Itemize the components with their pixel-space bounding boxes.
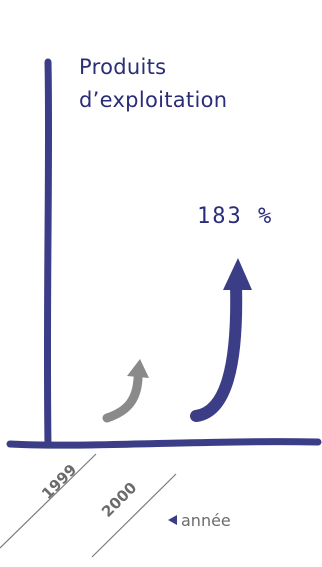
x-tick-separators bbox=[0, 453, 177, 558]
x-tick-label-2000: 2000 bbox=[98, 479, 140, 521]
data-arrow-1999-head bbox=[127, 359, 149, 378]
data-arrow-2000-head bbox=[223, 258, 252, 290]
data-arrow-1999-shaft bbox=[102, 373, 143, 423]
x-tick-separator-1 bbox=[0, 453, 97, 549]
y-axis bbox=[43, 58, 53, 449]
x-axis bbox=[6, 438, 322, 449]
data-arrow-2000 bbox=[190, 258, 252, 422]
data-arrow-1999 bbox=[102, 359, 149, 423]
x-axis-unit-text: année bbox=[181, 511, 231, 530]
y-axis-line bbox=[43, 58, 53, 449]
x-axis-line bbox=[6, 438, 322, 449]
x-tick-separator-2 bbox=[91, 473, 177, 558]
x-axis-unit-label: année bbox=[168, 511, 231, 530]
growth-percentage-label: 183 % bbox=[197, 204, 274, 229]
chart-title-line-2: d’exploitation bbox=[79, 88, 228, 112]
data-arrow-2000-shaft bbox=[190, 279, 243, 422]
left-triangle-icon bbox=[168, 515, 177, 525]
x-tick-label-1999: 1999 bbox=[38, 461, 80, 503]
chart-title-line-1: Produits bbox=[79, 55, 167, 79]
